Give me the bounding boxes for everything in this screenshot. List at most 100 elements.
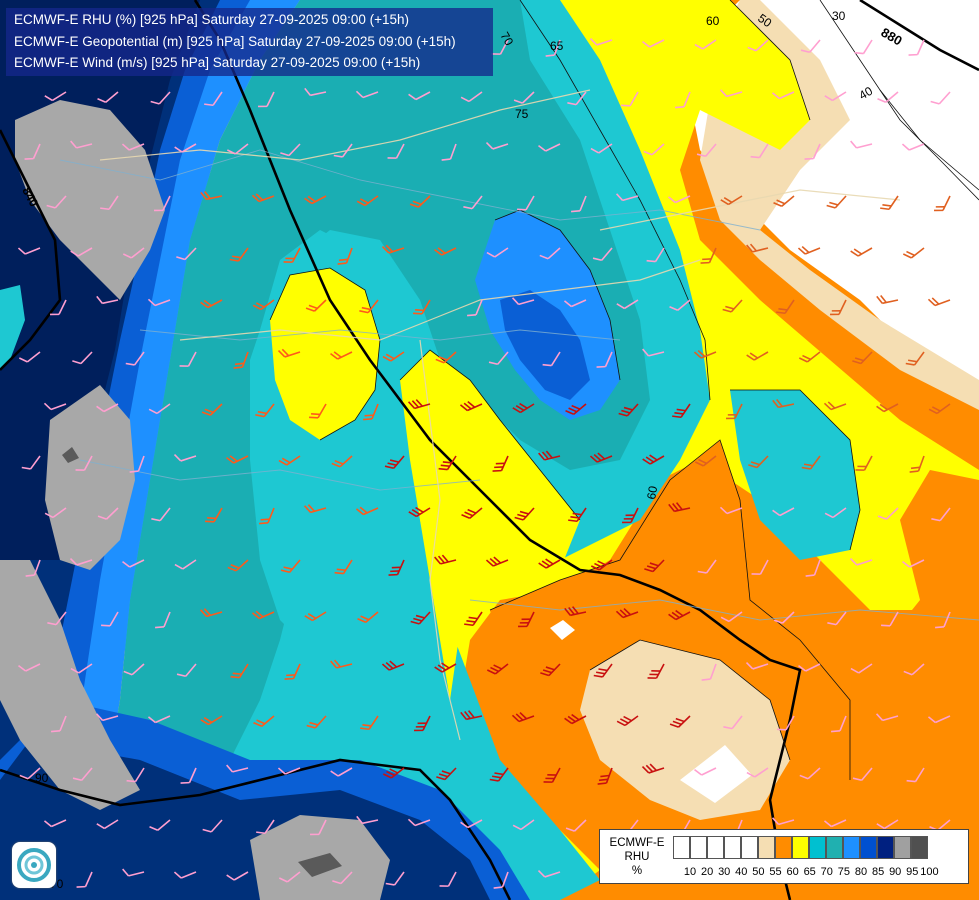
geopotential-contour-880-south: [0, 758, 512, 900]
wind-barb: [493, 871, 509, 889]
wind-barb: [488, 351, 509, 366]
wind-barb: [722, 299, 743, 313]
wind-barb: [441, 143, 457, 161]
legend-swatch: [707, 836, 724, 859]
wind-barb: [909, 455, 925, 473]
wind-barb: [930, 91, 951, 105]
wind-barb: [253, 715, 275, 728]
wind-barb: [387, 143, 405, 159]
wind-barb: [877, 91, 899, 104]
rhu-95-grey-nw: [15, 100, 165, 300]
wind-barb: [76, 871, 93, 888]
wind-barb: [360, 715, 379, 731]
wind-barb: [304, 611, 327, 622]
wind-barb: [540, 663, 561, 677]
wind-barb: [902, 559, 925, 568]
wind-barb: [96, 403, 119, 413]
wind-barb: [668, 502, 691, 513]
wind-barb: [461, 507, 483, 520]
wind-barb: [100, 195, 119, 211]
wind-barb: [337, 247, 353, 265]
wind-barb: [539, 247, 561, 260]
wind-barb: [827, 611, 847, 626]
wind-barb: [905, 351, 925, 366]
wind-barb: [439, 871, 457, 887]
wind-barb: [382, 351, 405, 362]
wind-barb: [823, 401, 847, 411]
legend-tick: 80: [854, 866, 868, 878]
wind-barb: [355, 90, 379, 99]
wind-barb: [204, 91, 223, 107]
wind-barb: [694, 767, 717, 776]
wind-barb: [850, 140, 873, 149]
wind-barb: [97, 91, 119, 104]
wind-barb: [201, 403, 223, 416]
wind-barb: [467, 299, 483, 317]
wind-barb: [385, 871, 405, 886]
rhu-100-dark-grey-w: [62, 447, 79, 463]
wind-barb: [70, 663, 93, 674]
legend-tick: 60: [786, 866, 799, 878]
wind-barb: [771, 817, 795, 826]
rhu-label-70: 70: [497, 30, 516, 49]
wind-barb: [876, 403, 899, 413]
title-geopotential: ECMWF-E Geopotential (m) [925 hPa] Satur…: [14, 33, 456, 49]
wind-barb: [306, 715, 327, 729]
wind-barb: [434, 662, 457, 673]
legend-swatch: [826, 836, 843, 859]
wind-barb: [772, 507, 795, 517]
wind-barb: [565, 819, 587, 832]
legend-swatch: [741, 836, 758, 859]
wind-barb: [305, 299, 327, 312]
legend-title-model: ECMWF-E: [609, 837, 665, 849]
wind-barb: [251, 610, 275, 620]
wind-barb: [906, 767, 925, 783]
wind-barb: [852, 767, 873, 782]
wind-barb: [47, 611, 67, 626]
wind-barb: [927, 715, 951, 724]
rhu-95-grey-w: [45, 385, 135, 570]
wind-barb: [200, 715, 223, 726]
legend-tick: 30: [718, 866, 731, 878]
wind-barb: [492, 455, 509, 472]
wind-barb: [205, 507, 223, 523]
wind-barb: [283, 247, 301, 263]
legend-swatch: [860, 836, 877, 859]
rhu-label-40: 40: [857, 84, 876, 103]
wind-barb: [849, 558, 873, 566]
wind-barb: [388, 559, 405, 576]
wind-barb: [518, 611, 535, 628]
wind-barb: [563, 299, 587, 308]
wind-barb: [97, 507, 119, 520]
legend-tick: 85: [871, 866, 885, 878]
wind-barb: [151, 507, 171, 522]
wind-barb: [69, 558, 93, 566]
wind-barb: [356, 815, 379, 825]
wind-barb: [148, 403, 171, 415]
wind-barb: [928, 403, 951, 415]
wind-barb: [669, 715, 691, 728]
wind-barb: [643, 143, 665, 156]
legend-swatch: [673, 836, 690, 859]
wind-barb: [226, 143, 249, 155]
wind-barb: [174, 559, 197, 570]
wind-barb: [44, 507, 67, 519]
wind-barb: [46, 195, 67, 209]
wind-barb: [772, 399, 795, 409]
wind-barb: [147, 298, 171, 307]
wind-barb: [644, 559, 665, 573]
wind-barb: [565, 403, 587, 416]
wind-barb: [908, 39, 925, 56]
wind-barb: [21, 455, 41, 470]
wind-barb: [489, 767, 509, 782]
wind-barb: [381, 244, 405, 254]
map-title-box: ECMWF-E RHU (%) [925 hPa] Saturday 27-09…: [6, 8, 493, 76]
wind-barb: [804, 143, 821, 160]
title-wind: ECMWF-E Wind (m/s) [925 hPa] Saturday 27…: [14, 55, 421, 70]
wind-barb: [464, 611, 483, 627]
wind-barb: [538, 558, 561, 569]
legend-tick: 75: [837, 866, 851, 878]
wind-barb: [384, 455, 405, 470]
